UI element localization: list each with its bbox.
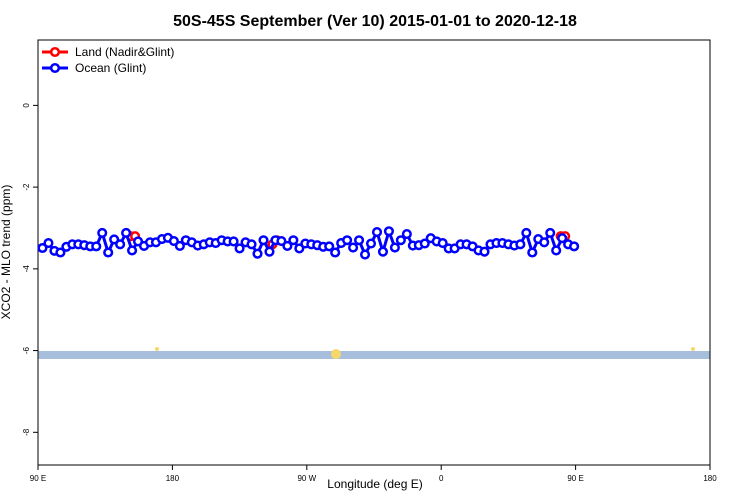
data-point	[91, 241, 102, 252]
data-point	[252, 248, 263, 259]
map-band	[38, 351, 710, 359]
y-tick-label: -6	[22, 346, 31, 354]
land-blob	[691, 347, 695, 351]
data-point	[395, 235, 406, 246]
data-point	[228, 236, 239, 247]
legend-marker	[49, 62, 61, 74]
data-point	[97, 227, 108, 238]
data-point	[545, 227, 556, 238]
data-point	[389, 242, 400, 253]
y-tick-label: 0	[22, 103, 31, 108]
x-tick-label: 90 E	[567, 474, 583, 483]
data-point	[479, 246, 490, 257]
data-point	[258, 235, 269, 246]
legend-marker	[49, 46, 61, 58]
data-point	[521, 227, 532, 238]
data-point	[515, 239, 526, 250]
data-point	[419, 238, 430, 249]
x-tick-label: 180	[703, 474, 717, 483]
data-point	[282, 240, 293, 252]
data-point	[527, 247, 538, 258]
data-point	[365, 238, 377, 249]
data-point	[377, 246, 389, 257]
x-axis-label: Longitude (deg E)	[327, 477, 422, 491]
data-point	[276, 236, 287, 247]
x-tick-label: 180	[166, 474, 180, 483]
data-point	[354, 235, 365, 246]
y-tick-label: -4	[22, 265, 31, 273]
data-point	[168, 236, 179, 247]
data-point	[342, 235, 353, 246]
x-tick-label: 90 E	[30, 474, 46, 483]
data-point	[401, 229, 412, 240]
data-point	[539, 237, 550, 248]
land-blob	[331, 349, 341, 359]
plot-frame	[37, 39, 711, 466]
data-point	[37, 242, 48, 254]
data-point	[121, 227, 132, 238]
data-point	[246, 239, 257, 250]
data-point	[103, 247, 114, 258]
data-point	[109, 234, 120, 245]
data-point	[551, 245, 562, 256]
land-blob	[155, 347, 159, 351]
data-point	[371, 227, 383, 238]
y-tick-label: -2	[22, 183, 31, 191]
data-point	[294, 243, 305, 254]
chart-title: 50S-45S September (Ver 10) 2015-01-01 to…	[173, 13, 577, 30]
data-point	[330, 247, 341, 258]
data-point	[383, 226, 394, 237]
data-point	[569, 241, 580, 252]
data-point	[234, 243, 245, 254]
data-point	[359, 249, 371, 260]
data-point	[55, 247, 66, 258]
x-tick-label: 0	[439, 474, 444, 483]
data-point	[437, 238, 448, 249]
data-point	[115, 239, 126, 250]
data-point	[43, 238, 54, 249]
data-point	[127, 245, 138, 256]
data-point	[348, 242, 359, 253]
x-tick-label: 90 W	[297, 474, 316, 483]
data-point	[288, 235, 299, 246]
data-point	[324, 241, 335, 252]
data-point	[174, 240, 185, 252]
data-point	[264, 246, 275, 257]
legend-label: Ocean (Glint)	[75, 61, 146, 75]
data-point	[557, 233, 568, 244]
legend-label: Land (Nadir&Glint)	[75, 45, 174, 59]
y-axis-label: XCO2 - MLO trend (ppm)	[0, 185, 13, 320]
y-tick-label: -8	[22, 428, 31, 436]
